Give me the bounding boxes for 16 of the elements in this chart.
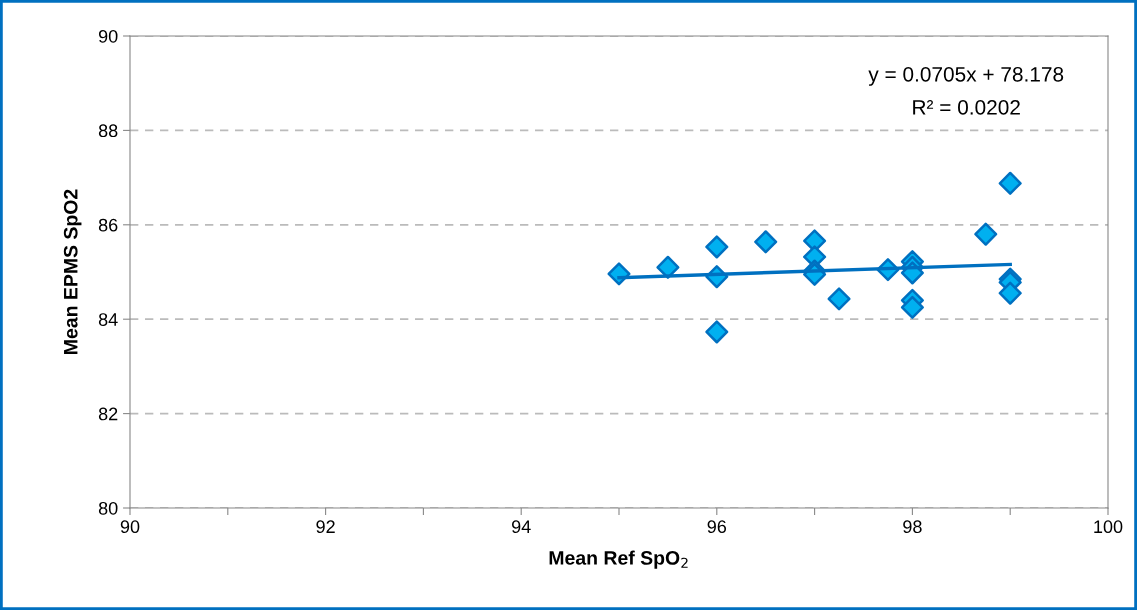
y-tick-label: 80 xyxy=(98,501,118,515)
x-tick-label: 98 xyxy=(903,520,922,534)
x-tick-label: 94 xyxy=(512,520,531,534)
x-tick-label: 100 xyxy=(1094,520,1123,534)
annotation: y = 0.0705x + 78.178 xyxy=(868,66,1064,86)
x-axis-title: Mean Ref SpO$_{2}$ xyxy=(549,550,688,569)
y-tick-label: 84 xyxy=(98,313,118,326)
y-axis-title: Mean EPMS SpO2 xyxy=(63,189,82,354)
y-tick-label: 90 xyxy=(98,29,118,43)
x-tick-label: 90 xyxy=(120,520,140,534)
x-tick-label: 96 xyxy=(707,520,727,534)
annotation: R² = 0.0202 xyxy=(913,100,1020,115)
y-tick-label: 82 xyxy=(98,407,118,421)
y-tick-label: 86 xyxy=(98,218,118,232)
x-tick-label: 92 xyxy=(316,520,335,534)
y-tick-label: 88 xyxy=(98,124,118,138)
